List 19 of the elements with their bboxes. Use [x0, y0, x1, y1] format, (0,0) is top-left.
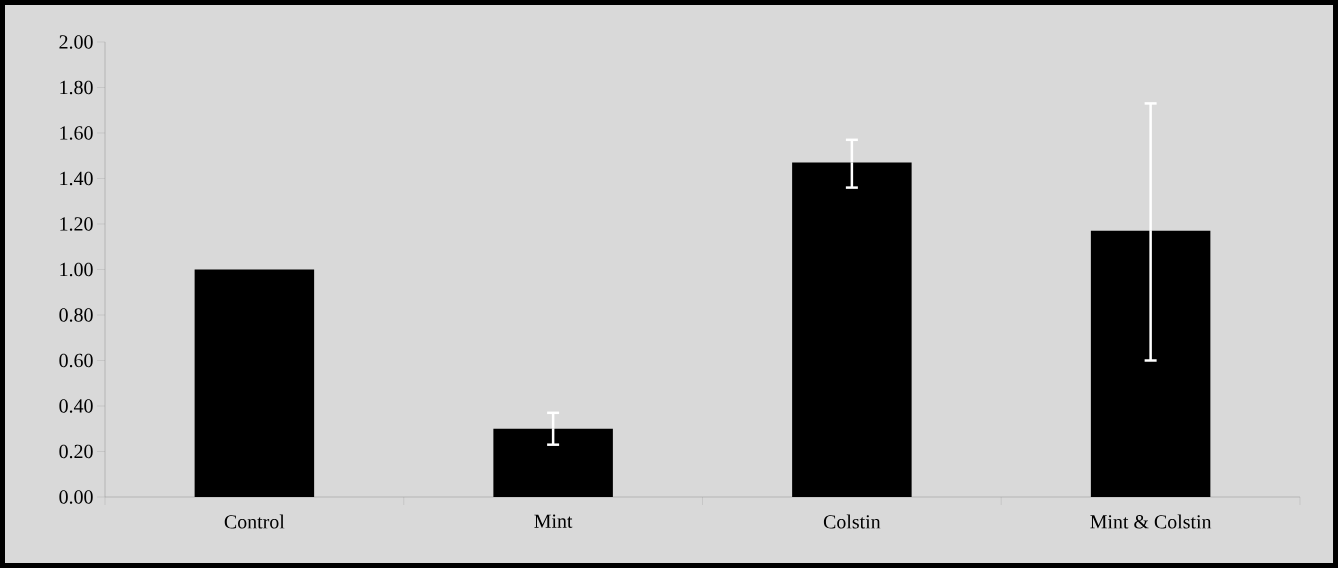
y-tick-label: 0.20: [59, 444, 93, 459]
x-tick-label: Mint: [534, 514, 573, 528]
bar: [493, 428, 613, 497]
y-tick-label: 0.80: [59, 308, 93, 322]
bar: [194, 269, 315, 497]
x-tick-label: Colstin: [823, 514, 881, 529]
y-tick-label: 1.60: [60, 126, 93, 140]
y-tick-label: 1.80: [60, 80, 93, 95]
x-tick-label: Control: [224, 514, 285, 529]
y-tick-label: 2.00: [59, 35, 93, 49]
bar: [1090, 230, 1211, 497]
y-tick-label: 1.00: [60, 262, 93, 277]
y-tick-label: 1.20: [60, 217, 93, 231]
y-tick-label: 1.40: [60, 171, 93, 186]
bar: [792, 162, 912, 497]
y-tick-label: 0.40: [59, 399, 93, 413]
y-tick-label: 0.60: [59, 353, 93, 368]
x-tick-label: Mint & Colstin: [1090, 514, 1212, 529]
y-tick-label: 0.00: [59, 490, 93, 504]
